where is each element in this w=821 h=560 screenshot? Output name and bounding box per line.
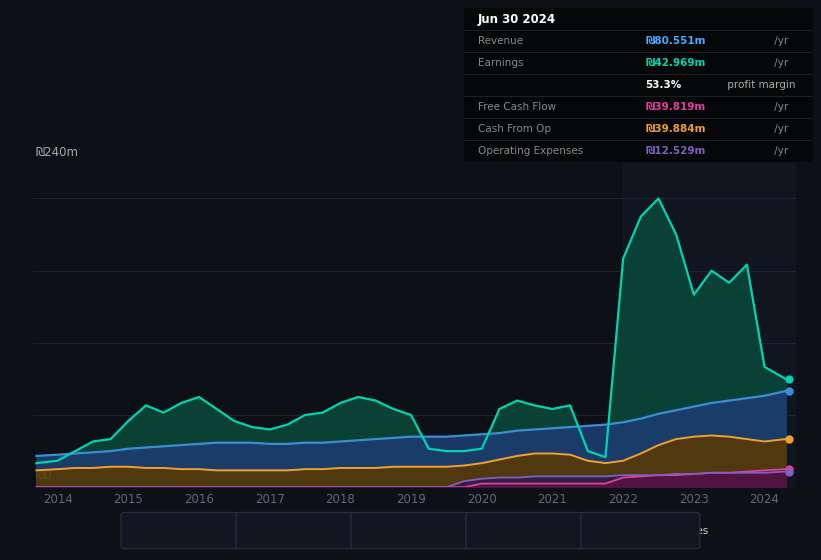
Text: Revenue: Revenue xyxy=(143,526,188,535)
Text: Free Cash Flow: Free Cash Flow xyxy=(373,526,452,535)
Text: Cash From Op: Cash From Op xyxy=(488,526,561,535)
Text: /yr: /yr xyxy=(771,36,788,46)
Text: Operating Expenses: Operating Expenses xyxy=(478,146,583,156)
Text: /yr: /yr xyxy=(771,102,788,113)
Text: ₪240m: ₪240m xyxy=(35,146,78,159)
Text: Cash From Op: Cash From Op xyxy=(478,124,551,134)
Text: ●: ● xyxy=(590,526,599,535)
Text: ₪42.969m: ₪42.969m xyxy=(645,58,706,68)
Text: /yr: /yr xyxy=(771,146,788,156)
Text: ₪0: ₪0 xyxy=(35,469,52,482)
Text: ●: ● xyxy=(360,526,369,535)
Text: ●: ● xyxy=(475,526,484,535)
Text: /yr: /yr xyxy=(771,58,788,68)
Text: ₪39.884m: ₪39.884m xyxy=(645,124,706,134)
Text: /yr: /yr xyxy=(771,124,788,134)
Text: Earnings: Earnings xyxy=(259,526,304,535)
Text: ●: ● xyxy=(245,526,255,535)
Text: ●: ● xyxy=(131,526,140,535)
Text: ₪39.819m: ₪39.819m xyxy=(645,102,705,113)
Text: Earnings: Earnings xyxy=(478,58,523,68)
Text: Jun 30 2024: Jun 30 2024 xyxy=(478,13,556,26)
Bar xyxy=(623,162,796,487)
Text: Operating Expenses: Operating Expenses xyxy=(603,526,709,535)
Text: 53.3%: 53.3% xyxy=(645,81,681,90)
Text: profit margin: profit margin xyxy=(724,81,796,90)
Text: ₪12.529m: ₪12.529m xyxy=(645,146,706,156)
Text: Free Cash Flow: Free Cash Flow xyxy=(478,102,556,113)
Text: Revenue: Revenue xyxy=(478,36,523,46)
Text: ₪80.551m: ₪80.551m xyxy=(645,36,706,46)
